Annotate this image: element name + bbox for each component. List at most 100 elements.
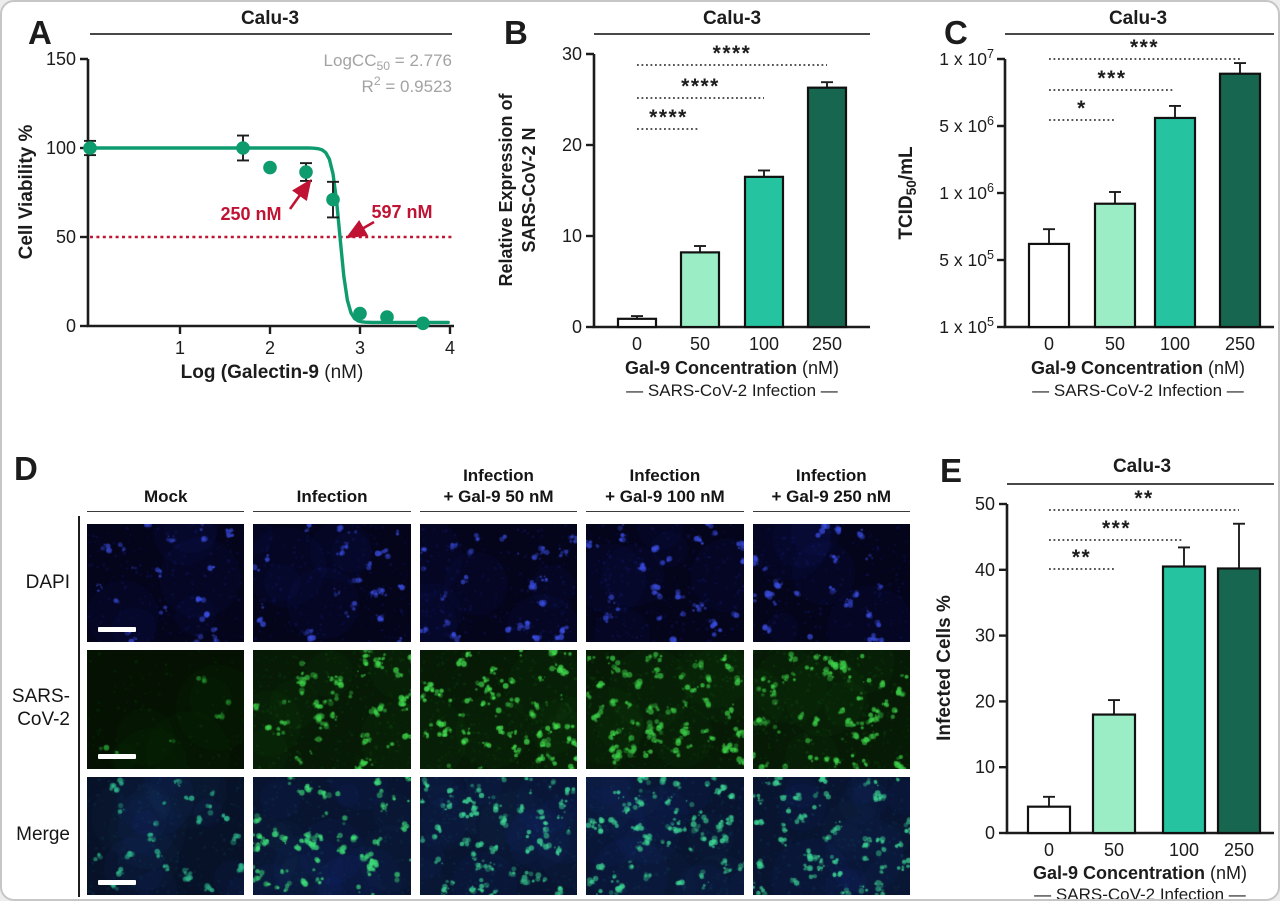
- micrograph-image: [586, 650, 744, 769]
- svg-text:E: E: [940, 452, 962, 489]
- micrograph-dapi-col1: [253, 524, 411, 643]
- svg-text:****: ****: [649, 106, 688, 129]
- micrograph-sars-cov-2-col3: [586, 650, 744, 769]
- svg-text:Gal-9 Concentration (nM): Gal-9 Concentration (nM): [1033, 863, 1247, 883]
- svg-text:***: ***: [1102, 517, 1131, 540]
- svg-text:A: A: [28, 14, 52, 51]
- svg-text:SARS-CoV-2 N: SARS-CoV-2 N: [519, 127, 539, 252]
- svg-text:***: ***: [1130, 36, 1159, 59]
- micrograph-sars-cov-2-col1: [253, 650, 411, 769]
- micrograph-dapi-col4: [752, 524, 910, 643]
- column-header-label: Infection + Gal-9 50 nM: [443, 465, 554, 507]
- column-header-mock: Mock: [87, 440, 245, 512]
- svg-text:R2 = 0.9523: R2 = 0.9523: [362, 74, 452, 96]
- micrograph-image: [752, 650, 910, 769]
- svg-text:1 x 107: 1 x 107: [939, 47, 994, 69]
- svg-text:0: 0: [66, 316, 76, 336]
- svg-text:****: ****: [713, 42, 752, 65]
- svg-text:1 x 106: 1 x 106: [939, 181, 994, 203]
- svg-text:**: **: [1072, 546, 1091, 569]
- svg-text:100: 100: [1160, 334, 1190, 354]
- svg-text:1 x 105: 1 x 105: [939, 315, 994, 337]
- micrograph-image: [253, 776, 411, 895]
- column-header-gal9-50: Infection + Gal-9 50 nM: [419, 440, 578, 512]
- svg-text:Log (Galectin-9 (nM): Log (Galectin-9 (nM): [181, 362, 364, 383]
- micrograph-image: [586, 776, 744, 895]
- svg-text:50: 50: [690, 334, 710, 354]
- scale-bar: [98, 879, 136, 885]
- svg-text:5 x 105: 5 x 105: [939, 248, 994, 270]
- micrograph-sars-cov-2-col4: [752, 650, 910, 769]
- svg-text:C: C: [944, 14, 968, 51]
- column-header-rule: [419, 511, 578, 512]
- svg-text:250 nM: 250 nM: [220, 204, 281, 224]
- row-label-merge: Merge: [16, 823, 70, 845]
- svg-text:**: **: [1134, 487, 1153, 510]
- micrograph-dapi-col2: [419, 524, 578, 643]
- micrograph-sars-cov-2-col0: [87, 650, 245, 769]
- svg-text:150: 150: [46, 49, 76, 69]
- scale-bar: [98, 753, 136, 759]
- svg-text:250: 250: [812, 334, 842, 354]
- svg-text:— SARS-CoV-2 Infection —: — SARS-CoV-2 Infection —: [1032, 381, 1244, 400]
- svg-text:5 x 106: 5 x 106: [939, 114, 994, 136]
- micrograph-merge-col2: [419, 776, 578, 895]
- svg-text:Calu-3: Calu-3: [241, 8, 299, 29]
- svg-text:50: 50: [56, 227, 76, 247]
- column-header-gal9-100: Infection + Gal-9 100 nM: [586, 440, 744, 512]
- column-header-label: Infection: [296, 487, 368, 507]
- panel-c-chart: C Calu-3 1 x 105 5 x 105 1 x 106 5 x 106 1 x 1…: [896, 8, 1274, 400]
- micrograph-image: [87, 650, 245, 769]
- svg-text:0: 0: [1044, 334, 1054, 354]
- micrograph-image: [87, 524, 245, 643]
- svg-text:30: 30: [975, 626, 995, 646]
- micrograph-image: [586, 524, 744, 643]
- micrograph-grid: [87, 524, 910, 895]
- svg-text:Gal-9 Concentration (nM): Gal-9 Concentration (nM): [1031, 358, 1245, 378]
- svg-text:Cell Viability %: Cell Viability %: [16, 124, 37, 259]
- micrograph-column-headers: Mock Infection Infection + Gal-9 50 nM I…: [87, 440, 910, 512]
- svg-text:2: 2: [265, 338, 275, 358]
- svg-text:Gal-9 Concentration (nM): Gal-9 Concentration (nM): [625, 358, 839, 378]
- row-label-dapi: DAPI: [25, 571, 70, 593]
- micrograph-merge-col3: [586, 776, 744, 895]
- svg-text:****: ****: [681, 75, 720, 98]
- svg-text:100: 100: [46, 138, 76, 158]
- column-header-rule: [586, 511, 744, 512]
- svg-text:20: 20: [562, 135, 582, 155]
- svg-text:250: 250: [1225, 334, 1255, 354]
- micrograph-image: [253, 524, 411, 643]
- micrograph-image: [419, 776, 578, 895]
- column-header-rule: [253, 511, 411, 512]
- svg-text:30: 30: [562, 44, 582, 64]
- svg-text:20: 20: [975, 691, 995, 711]
- svg-text:Calu-3: Calu-3: [1109, 8, 1167, 29]
- svg-text:10: 10: [562, 226, 582, 246]
- column-header-label: Mock: [143, 487, 188, 507]
- micrograph-image: [752, 524, 910, 643]
- column-header-rule: [752, 511, 910, 512]
- svg-text:100: 100: [1169, 840, 1199, 860]
- panel-d-label: D: [14, 450, 38, 487]
- column-header-label: Infection + Gal-9 250 nM: [771, 465, 892, 507]
- svg-text:100: 100: [749, 334, 779, 354]
- svg-text:50: 50: [975, 494, 995, 514]
- row-label-sars-cov-2: SARS- CoV-2: [11, 686, 70, 730]
- micrograph-image: [87, 776, 245, 895]
- column-header-rule: [87, 511, 245, 512]
- svg-text:0: 0: [1044, 840, 1054, 860]
- svg-text:0: 0: [572, 317, 582, 337]
- svg-text:10: 10: [975, 757, 995, 777]
- micrograph-image: [419, 650, 578, 769]
- svg-text:50: 50: [1105, 334, 1125, 354]
- svg-text:— SARS-CoV-2 Infection —: — SARS-CoV-2 Infection —: [626, 381, 838, 400]
- micrograph-sars-cov-2-col2: [419, 650, 578, 769]
- svg-text:1: 1: [175, 338, 185, 358]
- svg-text:Calu-3: Calu-3: [703, 8, 761, 29]
- column-header-infection: Infection: [253, 440, 411, 512]
- svg-text:TCID50/mL: TCID50/mL: [896, 146, 919, 240]
- svg-text:250: 250: [1224, 840, 1254, 860]
